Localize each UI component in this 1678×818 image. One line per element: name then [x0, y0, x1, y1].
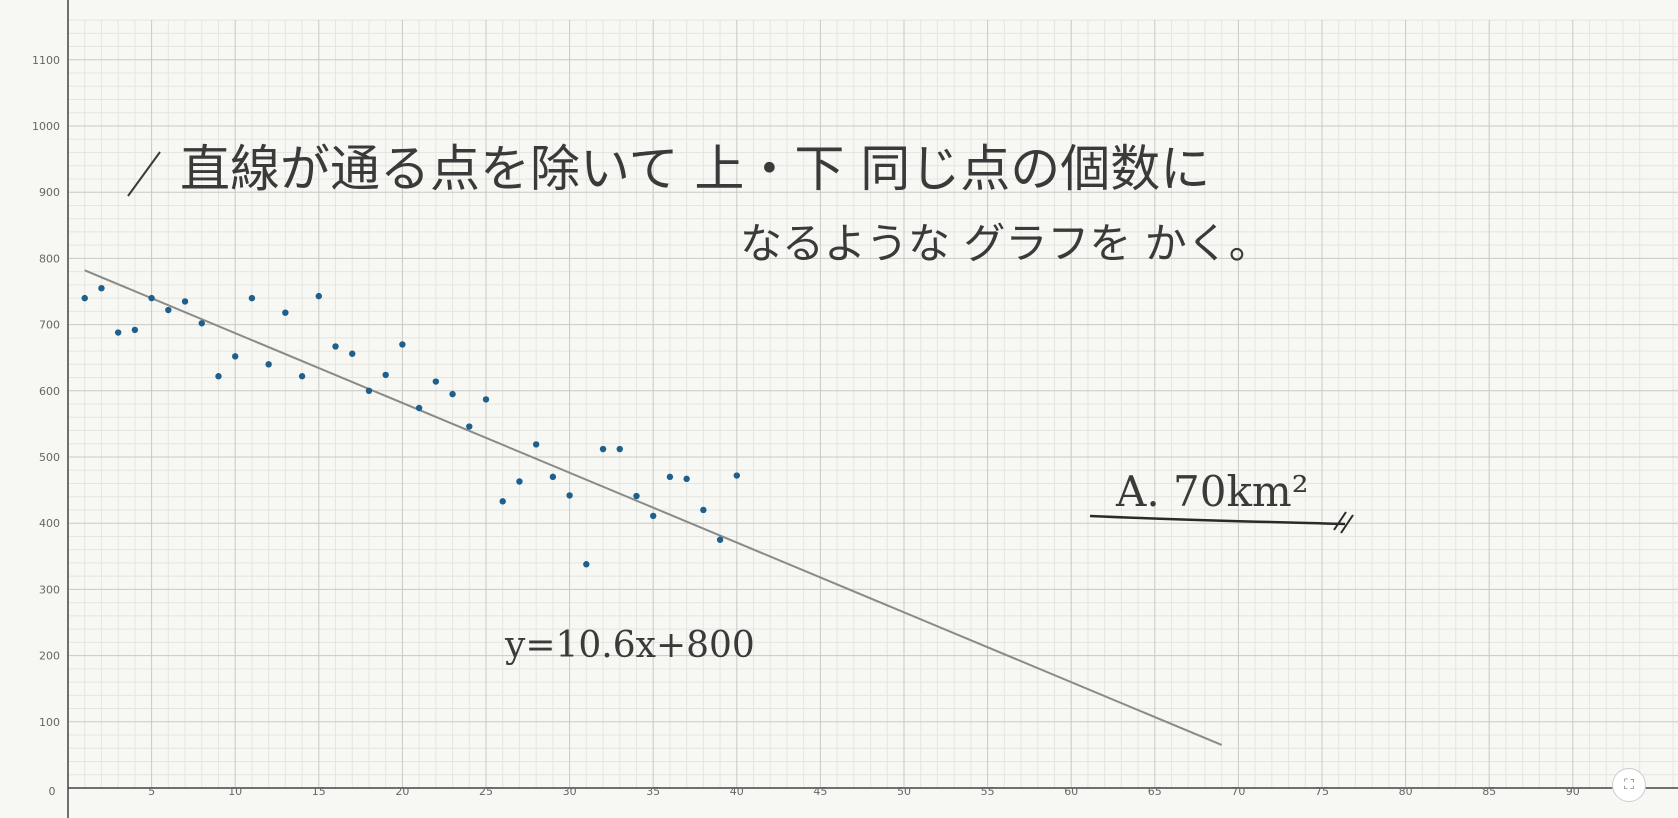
data-point [583, 561, 590, 568]
data-point [650, 512, 657, 520]
y-tick-label: 900 [39, 186, 60, 199]
y-tick-label: 400 [39, 517, 60, 530]
data-point [399, 341, 406, 348]
x-tick-label: 20 [395, 785, 409, 798]
x-tick-label: 70 [1231, 785, 1245, 798]
x-tick-label: 25 [479, 785, 493, 798]
data-point [81, 294, 88, 302]
data-point [382, 371, 389, 379]
x-tick-label: 60 [1064, 785, 1078, 798]
data-point [98, 284, 105, 292]
x-tick-label: 85 [1482, 785, 1496, 798]
x-tick-label: 45 [813, 785, 827, 798]
data-point [616, 445, 623, 453]
data-point [282, 309, 289, 316]
y-tick-label: 100 [39, 716, 60, 729]
data-point [666, 473, 674, 481]
data-point [716, 536, 724, 543]
x-tick-label: 0 [49, 785, 56, 798]
x-tick-label: 40 [730, 785, 744, 798]
data-point [432, 378, 440, 385]
y-tick-label: 800 [39, 252, 60, 265]
data-point [499, 498, 506, 505]
data-point [248, 294, 256, 302]
y-tick-label: 200 [39, 650, 60, 663]
y-tick-label: 1100 [32, 54, 60, 67]
y-tick-label: 1000 [32, 120, 60, 133]
data-point [165, 306, 172, 314]
data-point [532, 441, 540, 448]
data-point [148, 294, 155, 302]
data-point [332, 343, 339, 350]
data-point [516, 478, 523, 485]
expand-icon: ⛶ [1624, 777, 1634, 793]
data-point [349, 350, 356, 357]
data-point [700, 506, 707, 514]
x-tick-label: 30 [563, 785, 577, 798]
data-point [181, 298, 189, 305]
data-point [131, 326, 139, 334]
data-point [265, 361, 272, 368]
expand-button[interactable]: ⛶ [1612, 768, 1646, 802]
data-point [633, 492, 640, 500]
data-point [683, 475, 690, 483]
x-tick-label: 75 [1315, 785, 1329, 798]
trend-line [84, 269, 1223, 746]
data-point [298, 373, 306, 380]
data-point [415, 404, 423, 412]
x-tick-label: 35 [646, 785, 660, 798]
data-point [365, 387, 373, 394]
x-tick-label: 55 [981, 785, 995, 798]
y-tick-label: 600 [39, 385, 60, 398]
x-tick-label: 90 [1566, 785, 1580, 798]
x-tick-label: 10 [228, 785, 242, 798]
data-point [599, 445, 607, 453]
data-point [198, 320, 205, 327]
y-tick-label: 300 [39, 583, 60, 596]
data-point [315, 292, 322, 300]
data-point [232, 353, 239, 360]
y-tick-label: 700 [39, 319, 60, 332]
data-point [549, 473, 557, 481]
y-tick-label: 500 [39, 451, 60, 464]
data-point [449, 390, 456, 398]
data-point [215, 373, 222, 380]
x-tick-label: 15 [312, 785, 326, 798]
data-point [466, 423, 473, 430]
x-tick-label: 80 [1399, 785, 1413, 798]
x-tick-label: 65 [1148, 785, 1162, 798]
data-point [482, 396, 490, 403]
x-tick-label: 50 [897, 785, 911, 798]
x-tick-label: 5 [148, 785, 155, 798]
data-point [733, 472, 740, 479]
data-point [114, 329, 122, 336]
data-point [566, 492, 573, 499]
